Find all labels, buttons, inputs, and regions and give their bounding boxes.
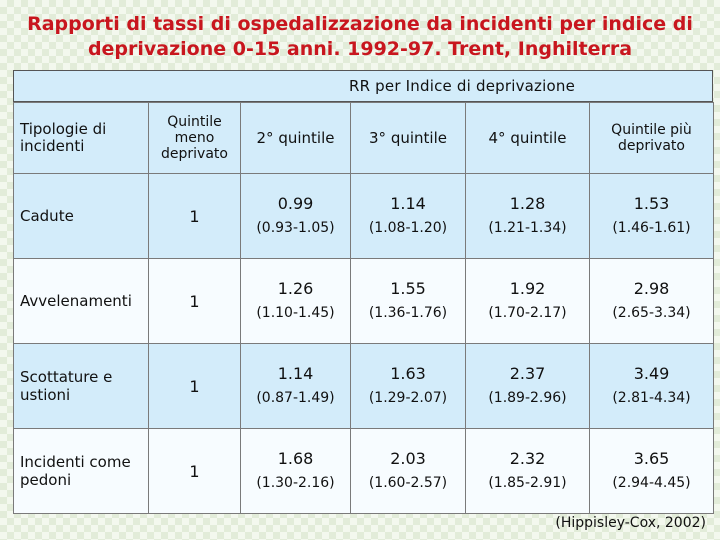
column-header: Quintile più deprivato	[589, 102, 714, 174]
rr-cell: 3.65 (2.94-4.45)	[589, 428, 714, 514]
rr-value: 2.32	[509, 449, 546, 468]
row-header-label: Tipologie di incidenti	[20, 120, 107, 155]
column-header-label: Quintile meno deprivato	[161, 114, 228, 162]
base-value: 1	[189, 206, 200, 226]
column-header-label: 4° quintile	[488, 128, 567, 147]
table-row: Cadute 1 0.99 (0.93-1.05) 1.14 (1.08-1.20)…	[13, 173, 714, 259]
rr-value: 2.37	[509, 364, 546, 383]
column-header-label: Quintile più deprivato	[611, 122, 692, 154]
category-cell: Avvelenamenti	[13, 258, 149, 344]
ci-value: (1.21-1.34)	[488, 220, 567, 236]
column-header: 2° quintile	[240, 102, 351, 174]
title-line-1: Rapporti di tassi di ospedalizzazione da…	[27, 13, 693, 35]
rr-cell: 1.26 (1.10-1.45)	[240, 258, 351, 344]
ci-value: (1.08-1.20)	[368, 220, 448, 236]
rr-value: 2.03	[390, 449, 426, 468]
title-line-2: deprivazione 0-15 anni. 1992-97. Trent, …	[87, 38, 633, 60]
rr-value: 1.28	[509, 194, 546, 213]
ci-value: (1.36-1.76)	[368, 305, 448, 321]
rr-value: 1.14	[390, 194, 426, 213]
ci-value: (1.70-2.17)	[488, 305, 567, 321]
ci-value: (1.46-1.61)	[612, 220, 691, 236]
rr-cell: 1.92 (1.70-2.17)	[465, 258, 590, 344]
category-cell: Cadute	[13, 173, 149, 259]
table-row: Scottature e ustioni 1 1.14 (0.87-1.49) 1…	[13, 343, 714, 429]
column-header: 3° quintile	[350, 102, 466, 174]
column-header-label: 3° quintile	[369, 128, 447, 147]
rr-cell: 1.68 (1.30-2.16)	[240, 428, 351, 514]
ci-value: (1.89-2.96)	[488, 390, 567, 406]
rr-value: 2.98	[633, 279, 670, 298]
rr-value: 1.55	[390, 279, 426, 298]
row-header-cell: Tipologie di incidenti	[13, 102, 149, 174]
rr-value: 3.49	[633, 364, 670, 383]
ci-value: (1.60-2.57)	[368, 475, 448, 491]
base-cell: 1	[148, 173, 241, 259]
ci-value: (1.30-2.16)	[256, 475, 335, 491]
citation: (Hippisley-Cox, 2002)	[555, 515, 706, 531]
ci-value: (1.29-2.07)	[368, 390, 448, 406]
rr-cell: 1.53 (1.46-1.61)	[589, 173, 714, 259]
rr-cell: 0.99 (0.93-1.05)	[240, 173, 351, 259]
table-header-row: Tipologie di incidenti Quintile meno dep…	[13, 102, 714, 174]
rr-cell: 1.14 (0.87-1.49)	[240, 343, 351, 429]
column-header-label: 2° quintile	[256, 128, 335, 147]
ci-value: (2.81-4.34)	[612, 390, 691, 406]
table-row: Avvelenamenti 1 1.26 (1.10-1.45) 1.55 (1.3…	[13, 258, 714, 344]
rr-value: 1.14	[277, 364, 314, 383]
rr-value: 1.68	[277, 449, 314, 468]
column-header: Quintile meno deprivato	[148, 102, 241, 174]
slide-title: Rapporti di tassi di ospedalizzazione da…	[0, 12, 720, 62]
rr-cell: 2.98 (2.65-3.34)	[589, 258, 714, 344]
rr-cell: 2.32 (1.85-2.91)	[465, 428, 590, 514]
base-value: 1	[189, 461, 200, 481]
category-cell: Scottature e ustioni	[13, 343, 149, 429]
base-cell: 1	[148, 258, 241, 344]
rr-table: Tipologie di incidenti Quintile meno dep…	[13, 102, 714, 514]
group-header: RR per Indice di deprivazione	[13, 70, 713, 102]
category-cell: Incidenti come pedoni	[13, 428, 149, 514]
ci-value: (2.94-4.45)	[612, 475, 691, 491]
ci-value: (0.87-1.49)	[256, 390, 335, 406]
base-value: 1	[189, 291, 200, 311]
base-value: 1	[189, 376, 200, 396]
rr-cell: 2.37 (1.89-2.96)	[465, 343, 590, 429]
column-header: 4° quintile	[465, 102, 590, 174]
rr-value: 3.65	[633, 449, 670, 468]
group-header-label: RR per Indice di deprivazione	[348, 77, 576, 95]
rr-cell: 1.55 (1.36-1.76)	[350, 258, 466, 344]
rr-cell: 1.28 (1.21-1.34)	[465, 173, 590, 259]
rr-value: 1.92	[509, 279, 546, 298]
rr-cell: 1.63 (1.29-2.07)	[350, 343, 466, 429]
ci-value: (0.93-1.05)	[256, 220, 335, 236]
rr-value: 0.99	[277, 194, 314, 213]
rr-value: 1.53	[633, 194, 670, 213]
base-cell: 1	[148, 428, 241, 514]
ci-value: (1.85-2.91)	[488, 475, 567, 491]
rr-value: 1.63	[390, 364, 426, 383]
rr-cell: 2.03 (1.60-2.57)	[350, 428, 466, 514]
rr-cell: 3.49 (2.81-4.34)	[589, 343, 714, 429]
rr-cell: 1.14 (1.08-1.20)	[350, 173, 466, 259]
ci-value: (2.65-3.34)	[612, 305, 691, 321]
ci-value: (1.10-1.45)	[256, 305, 335, 321]
base-cell: 1	[148, 343, 241, 429]
rr-value: 1.26	[277, 279, 314, 298]
table-row: Incidenti come pedoni 1 1.68 (1.30-2.16) …	[13, 428, 714, 514]
